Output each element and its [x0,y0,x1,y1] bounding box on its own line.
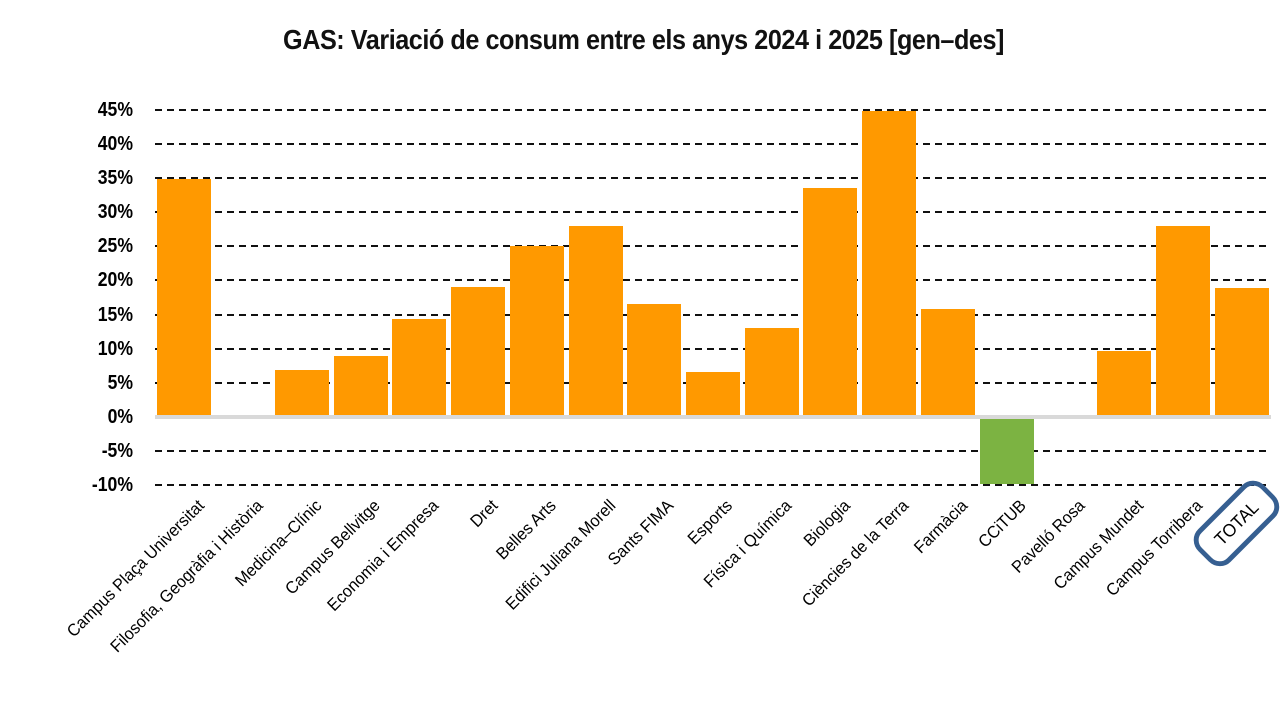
y-tick-label-35: 35% [97,167,133,190]
x-label-biologia: Biologia [799,496,854,551]
bar-campus-torribera [1155,225,1210,417]
y-tick-label-5: 5% [107,371,133,394]
gridline-25 [155,245,1271,248]
gridline-35 [155,177,1271,180]
y-tick-label-45: 45% [97,99,133,121]
gridline-45 [155,109,1271,111]
x-axis-line [155,414,1271,419]
y-tick-label-10: 10% [97,337,133,360]
x-label-economia-i-empresa: Economia i Empresa [323,496,443,615]
bar-campus-mundet [1097,351,1152,417]
bar-total [1214,287,1269,417]
bar-ci-ncies-de-la-terra [862,110,917,417]
y-tick-label--10: -10% [91,474,133,496]
bar-campus-bellvitge [333,356,388,417]
bar-campus-pla-a-universitat [157,178,212,417]
gridline-30 [155,211,1271,214]
bar-farm-cia [920,309,975,417]
x-label-dret: Dret [466,496,502,532]
bar-economia-i-empresa [392,319,447,417]
bar-medicina-cl-nic [274,370,329,417]
y-tick-label-40: 40% [97,133,133,156]
chart-title: GAS: Variació de consum entre els anys 2… [0,24,1288,56]
y-tick-label-25: 25% [97,235,133,258]
y-tick-label-0: 0% [107,405,133,428]
gridline--5 [155,449,1271,452]
gridline-10 [155,347,1271,350]
x-label-esports: Esports [684,496,737,549]
gridline-15 [155,313,1271,316]
bar-edifici-juliana-morell [568,225,623,417]
gridline-20 [155,279,1271,282]
y-tick-label-20: 20% [97,269,133,292]
bar-belles-arts [509,245,564,417]
x-label-total-highlight-box: TOTAL [1187,474,1287,573]
chart-title-text: GAS: Variació de consum entre els anys 2… [283,24,1005,55]
x-label-farm-cia: Farmàcia [910,496,972,558]
y-tick-label--5: -5% [101,439,133,462]
bar-ccitub [979,416,1034,485]
gridline--10 [155,484,1271,486]
x-label-ccitub: CCiTUB [974,496,1031,552]
gridline-40 [155,143,1271,146]
x-label-edifici-juliana-morell: Edifici Juliana Morell [501,496,619,614]
y-tick-label-30: 30% [97,201,133,224]
bar-esports [686,371,740,417]
bar-dret [451,287,506,417]
bar-f-sica-i-qu-mica [744,327,799,417]
y-tick-label-15: 15% [97,303,133,326]
bar-sants-fima [627,303,682,417]
bar-biologia [803,188,858,417]
x-label-ci-ncies-de-la-terra: Ciències de la Terra [798,496,913,611]
